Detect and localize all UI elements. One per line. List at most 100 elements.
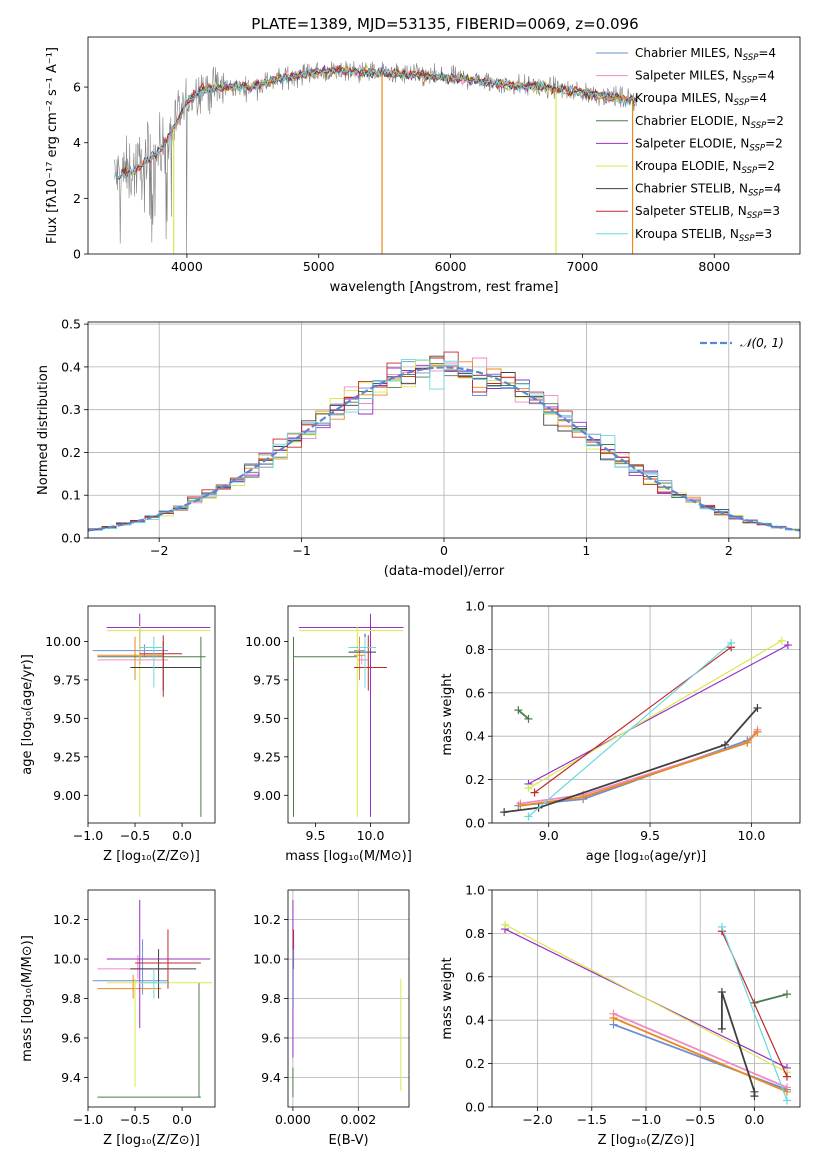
normal-curve bbox=[88, 366, 800, 532]
x-tick-label: 10.0 bbox=[357, 828, 385, 843]
chart-mass_vs_ebv: 0.000 0.002 9.4 9.6 9.8 10.0 10.2 E(B-V) bbox=[253, 889, 410, 1148]
y-tick-label: 9.8 bbox=[261, 991, 281, 1006]
errorbar-point bbox=[135, 929, 201, 989]
chart-weight_vs_Z: −2.0 −1.5 −1.0 −0.5 0.0 0.0 0.2 0.4 0.6 0.8 1.0 Z [… bbox=[440, 883, 801, 1148]
x-tick-label: 4000 bbox=[171, 259, 203, 274]
y-tick-label: 1.0 bbox=[465, 599, 485, 614]
chart-age_vs_Z: −1.0 −0.5 0.0 9.00 9.25 9.50 9.75 10.00 Z [log₁₀… bbox=[20, 605, 216, 864]
y-tick-label: 0.4 bbox=[61, 359, 81, 374]
legend-label: Chabrier ELODIE, NSSP=2 bbox=[635, 114, 784, 131]
y-tick-label: 0.1 bbox=[61, 488, 81, 503]
figure-title: PLATE=1389, MJD=53135, FIBERID=0069, z=0… bbox=[251, 15, 638, 33]
weight-line bbox=[613, 1012, 788, 1089]
y-tick-label: 0.4 bbox=[465, 1013, 485, 1028]
x-tick-label: 0.002 bbox=[340, 1112, 376, 1127]
y-tick-label: 0.6 bbox=[465, 685, 485, 700]
x-tick-label: 2 bbox=[725, 543, 733, 558]
errorbar-point bbox=[348, 636, 376, 688]
errorbar-point bbox=[299, 626, 404, 817]
errorbar-point bbox=[139, 636, 164, 688]
weight-marker bbox=[524, 812, 533, 821]
y-tick-label: 9.6 bbox=[261, 1030, 281, 1045]
weight-marker bbox=[717, 922, 726, 931]
x-tick-label: 8000 bbox=[698, 259, 730, 274]
weight-line bbox=[528, 640, 783, 789]
weight-marker bbox=[501, 920, 510, 929]
y-tick-label: 10.2 bbox=[53, 912, 81, 927]
x-tick-label: −0.5 bbox=[685, 1112, 715, 1127]
errorbar-point bbox=[97, 982, 201, 1098]
y-tick-label: 0.8 bbox=[465, 926, 485, 941]
x-tick-label: 5000 bbox=[303, 259, 335, 274]
x-tick-label: 0.0 bbox=[172, 1112, 192, 1127]
weight-marker bbox=[514, 706, 523, 715]
x-axis-label: age [log₁₀(age/yr)] bbox=[586, 849, 707, 864]
x-tick-label: 9.5 bbox=[640, 828, 660, 843]
axes-frame bbox=[287, 605, 410, 824]
y-tick-label: 1.0 bbox=[465, 883, 485, 898]
chart-mass_vs_Z: −1.0 −0.5 0.0 9.4 9.6 9.8 10.0 10.2 Z [log₁₀(Z/Z… bbox=[20, 889, 216, 1148]
x-tick-label: −1.0 bbox=[73, 828, 103, 843]
observed-spectrum-line bbox=[114, 60, 637, 254]
weight-marker bbox=[743, 738, 752, 747]
weight-marker bbox=[782, 1096, 791, 1105]
y-tick-label: 9.4 bbox=[261, 1070, 281, 1085]
y-tick-label: 0.6 bbox=[465, 969, 485, 984]
y-tick-label: 0.0 bbox=[465, 1100, 485, 1115]
y-tick-label: 9.8 bbox=[61, 991, 81, 1006]
model-spectrum-line bbox=[114, 67, 637, 180]
x-axis-label: (data-model)/error bbox=[384, 564, 505, 579]
axes-frame bbox=[87, 321, 801, 539]
x-tick-label: 1 bbox=[582, 543, 590, 558]
errorbar-point bbox=[92, 644, 168, 657]
errorbar-point bbox=[139, 635, 183, 697]
chart-residuals: −2 −1 0 1 2 0.0 0.1 0.2 0.3 0.4 0.5 (data-model)/er… bbox=[36, 317, 801, 579]
y-tick-label: 10.00 bbox=[245, 634, 281, 649]
weight-line bbox=[520, 731, 759, 807]
x-tick-label: 6000 bbox=[435, 259, 467, 274]
x-tick-label: −1 bbox=[292, 543, 310, 558]
plot-area bbox=[492, 606, 800, 823]
y-tick-label: 0.3 bbox=[61, 402, 81, 417]
errorbar-point bbox=[130, 949, 197, 999]
x-tick-label: −2.0 bbox=[522, 1112, 552, 1127]
x-tick-label: 10.0 bbox=[737, 828, 765, 843]
legend: Chabrier MILES, NSSP=4 Salpeter MILES, NS… bbox=[596, 46, 784, 244]
errorbar-point bbox=[106, 626, 211, 817]
y-tick-label: 9.75 bbox=[53, 672, 81, 687]
x-tick-label: 7000 bbox=[567, 259, 599, 274]
y-tick-label: 0.0 bbox=[61, 531, 81, 546]
y-tick-label: 10.00 bbox=[45, 634, 81, 649]
y-axis-label: mass weight bbox=[440, 673, 455, 755]
y-tick-label: 0.4 bbox=[465, 729, 485, 744]
y-tick-label: 9.4 bbox=[61, 1070, 81, 1085]
errorbar-point bbox=[354, 636, 365, 680]
y-tick-label: 9.75 bbox=[253, 672, 281, 687]
legend-label: Kroupa ELODIE, NSSP=2 bbox=[635, 159, 775, 176]
x-tick-label: −1.5 bbox=[577, 1112, 607, 1127]
weight-marker bbox=[782, 990, 791, 999]
y-axis-label: Flux [fλ10⁻¹⁷ erg cm⁻² s⁻¹ A⁻¹] bbox=[45, 47, 60, 244]
weight-marker bbox=[777, 636, 786, 645]
axes-frame bbox=[491, 605, 801, 824]
weight-marker bbox=[782, 1072, 791, 1081]
y-tick-label: 6 bbox=[73, 80, 81, 95]
y-axis-label: mass [log₁₀(M/M⊙)] bbox=[20, 935, 35, 1062]
errorbar-point bbox=[97, 636, 206, 817]
weight-marker bbox=[753, 727, 762, 736]
y-axis-label: Normed distribution bbox=[36, 365, 51, 495]
x-tick-label: −1.0 bbox=[73, 1112, 103, 1127]
x-tick-label: −0.5 bbox=[120, 828, 150, 843]
plot-area bbox=[293, 613, 404, 817]
y-tick-label: 0.5 bbox=[61, 317, 81, 332]
y-tick-label: 4 bbox=[73, 135, 81, 150]
legend: 𝒩(0, 1) bbox=[700, 336, 784, 350]
plot-area bbox=[114, 60, 637, 254]
axes-frame bbox=[287, 889, 410, 1108]
y-tick-label: 0.0 bbox=[465, 816, 485, 831]
plot-area bbox=[92, 613, 211, 817]
x-axis-label: Z [log₁₀(Z/Z⊙)] bbox=[598, 1133, 695, 1148]
y-tick-label: 0.2 bbox=[465, 772, 485, 787]
errorbar-point bbox=[92, 939, 168, 995]
